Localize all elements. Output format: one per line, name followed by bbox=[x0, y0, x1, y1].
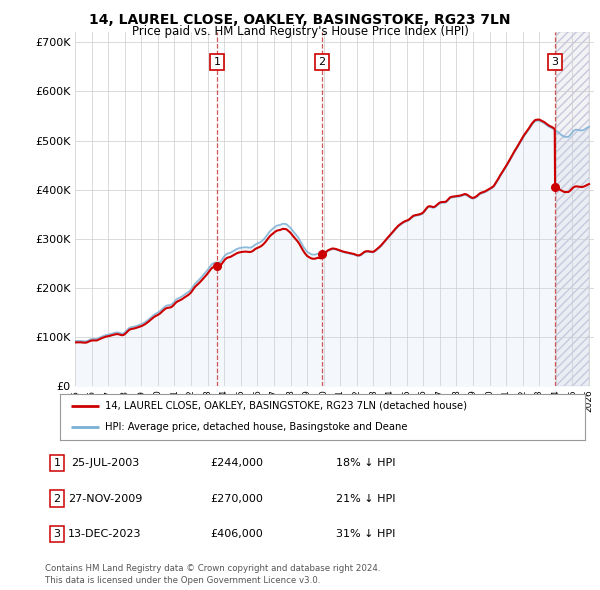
Text: 31% ↓ HPI: 31% ↓ HPI bbox=[337, 529, 395, 539]
Text: 14, LAUREL CLOSE, OAKLEY, BASINGSTOKE, RG23 7LN (detached house): 14, LAUREL CLOSE, OAKLEY, BASINGSTOKE, R… bbox=[104, 401, 467, 411]
Text: 2: 2 bbox=[319, 57, 326, 67]
Text: 1: 1 bbox=[53, 458, 61, 468]
Text: £244,000: £244,000 bbox=[211, 458, 263, 468]
Text: Price paid vs. HM Land Registry's House Price Index (HPI): Price paid vs. HM Land Registry's House … bbox=[131, 25, 469, 38]
Text: 13-DEC-2023: 13-DEC-2023 bbox=[68, 529, 142, 539]
Text: 1: 1 bbox=[214, 57, 220, 67]
Text: 14, LAUREL CLOSE, OAKLEY, BASINGSTOKE, RG23 7LN: 14, LAUREL CLOSE, OAKLEY, BASINGSTOKE, R… bbox=[89, 13, 511, 27]
Text: 27-NOV-2009: 27-NOV-2009 bbox=[68, 494, 142, 503]
Text: Contains HM Land Registry data © Crown copyright and database right 2024.
This d: Contains HM Land Registry data © Crown c… bbox=[45, 565, 380, 585]
Text: 2: 2 bbox=[53, 494, 61, 503]
Text: 25-JUL-2003: 25-JUL-2003 bbox=[71, 458, 139, 468]
Text: 3: 3 bbox=[53, 529, 61, 539]
Text: HPI: Average price, detached house, Basingstoke and Deane: HPI: Average price, detached house, Basi… bbox=[104, 422, 407, 432]
Text: £270,000: £270,000 bbox=[211, 494, 263, 503]
Text: £406,000: £406,000 bbox=[211, 529, 263, 539]
Text: 3: 3 bbox=[551, 57, 559, 67]
Text: 21% ↓ HPI: 21% ↓ HPI bbox=[336, 494, 396, 503]
Text: 18% ↓ HPI: 18% ↓ HPI bbox=[336, 458, 396, 468]
